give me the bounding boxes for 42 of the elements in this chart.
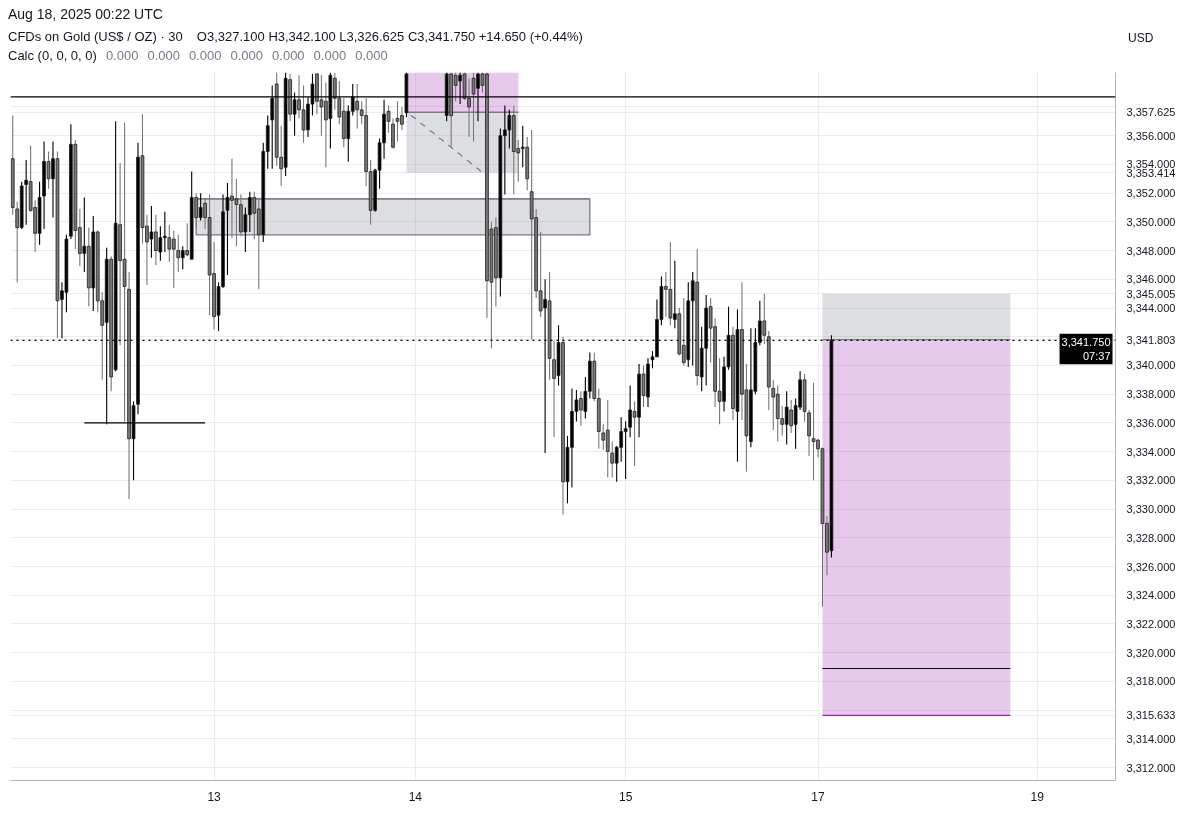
y-tick-label: 3,312.000 xyxy=(1126,761,1176,774)
y-tick-label: 3,344.000 xyxy=(1126,302,1176,315)
chart-title: Aug 18, 2025 00:22 UTC xyxy=(8,5,163,24)
y-tick-label: 3,314.000 xyxy=(1126,732,1176,745)
text: 0.000 xyxy=(313,48,347,63)
y-tick-label: 3,328.000 xyxy=(1126,531,1176,544)
y-tick-label: 3,350.000 xyxy=(1126,215,1176,228)
y-tick-label: 3,320.000 xyxy=(1126,646,1176,659)
x-tick-label: 15 xyxy=(618,789,633,804)
x-tick-label: 14 xyxy=(408,789,423,804)
x-tick-label: 17 xyxy=(811,789,825,804)
chart-subtitle: CFDs on Gold (US$ / OZ) · 30 xyxy=(8,29,183,44)
text: 0.000 xyxy=(355,48,388,63)
text: 0.000 xyxy=(105,48,139,63)
text: Calc (0, 0, 0, 0) xyxy=(8,48,97,63)
y-tick-label: 3,334.000 xyxy=(1126,445,1176,458)
text: 0.000 xyxy=(188,48,222,63)
y-tick-label: 3,322.000 xyxy=(1126,617,1176,630)
x-tick-label: 19 xyxy=(1030,789,1045,804)
text: 0.000 xyxy=(230,48,264,63)
ref-line-label: 3,341.750 07:37 xyxy=(1061,335,1111,363)
y-tick-label: 3,346.000 xyxy=(1126,273,1176,286)
y-tick-label: 3,341.803 xyxy=(1126,333,1176,346)
y-tick-label: 3,330.000 xyxy=(1126,503,1176,516)
text: 0.000 xyxy=(147,48,180,63)
y-tick-label: 3,315.633 xyxy=(1126,709,1176,722)
y-tick-label: 3,324.000 xyxy=(1126,589,1176,602)
y-tick-label: 3,318.000 xyxy=(1126,675,1176,688)
y-tick-label: 3,352.000 xyxy=(1126,187,1176,200)
text: O3,327.100 H3,342.100 L3,326.625 C3,341.750 +14.650 (+0.44%) xyxy=(196,29,583,44)
y-tick-label: 3,332.000 xyxy=(1126,474,1176,487)
x-tick-label: 13 xyxy=(207,789,222,804)
y-tick-label: 3,345.005 xyxy=(1126,287,1176,300)
y-tick-label: 3,357.625 xyxy=(1126,106,1176,119)
text: 0.000 xyxy=(272,48,305,63)
y-axis-title: USD xyxy=(1128,30,1154,47)
y-tick-label: 3,338.000 xyxy=(1126,388,1176,401)
y-tick-label: 3,348.000 xyxy=(1126,244,1176,257)
y-tick-label: 3,356.000 xyxy=(1126,129,1176,142)
y-tick-label: 3,336.000 xyxy=(1126,416,1176,429)
y-tick-label: 3,340.000 xyxy=(1126,359,1176,372)
y-tick-label: 3,326.000 xyxy=(1126,560,1176,573)
